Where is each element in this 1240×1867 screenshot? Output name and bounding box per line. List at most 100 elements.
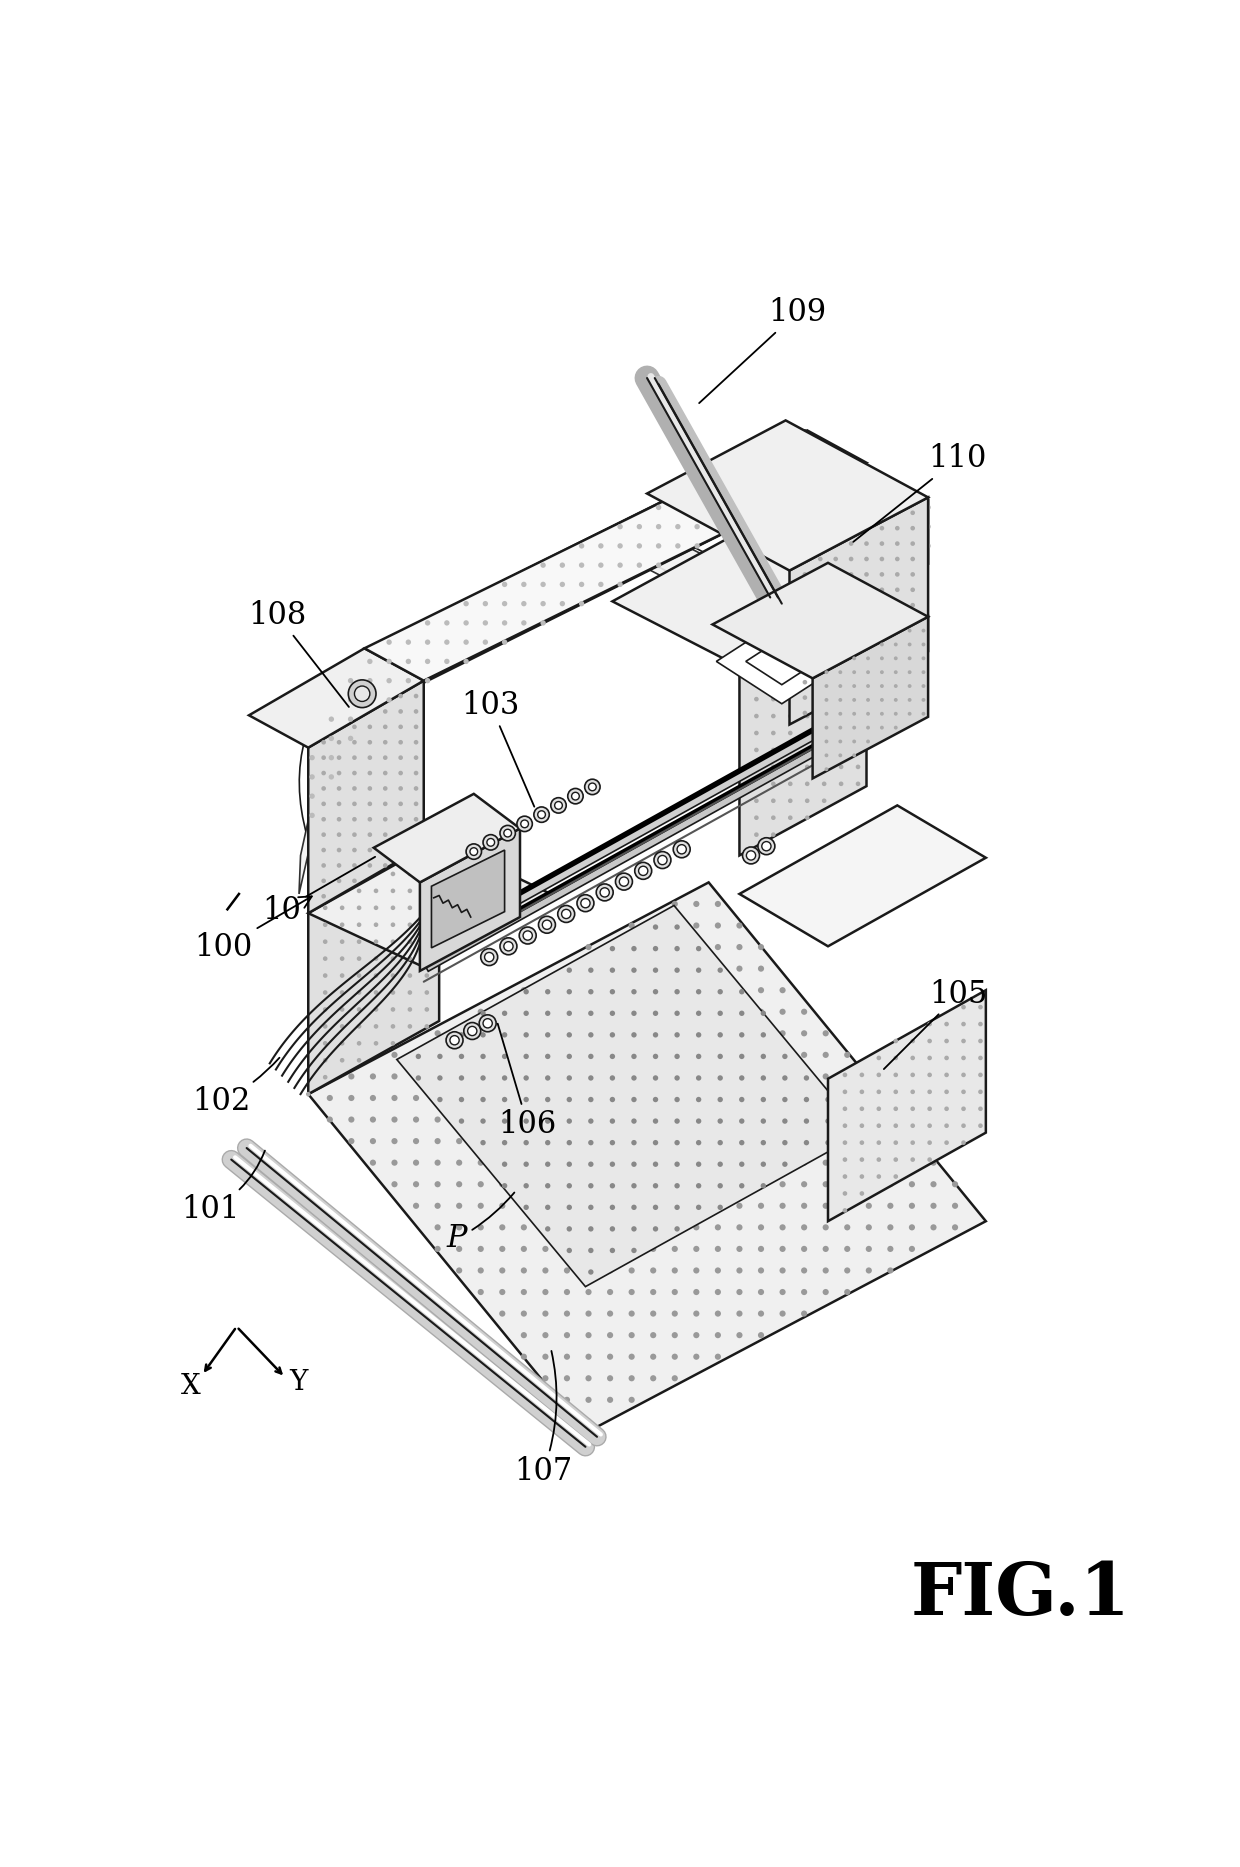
Circle shape xyxy=(629,1354,635,1359)
Circle shape xyxy=(326,1116,332,1122)
Circle shape xyxy=(610,1161,615,1167)
Circle shape xyxy=(844,1268,851,1273)
Circle shape xyxy=(631,1141,636,1144)
Circle shape xyxy=(357,956,361,962)
Circle shape xyxy=(615,874,632,891)
Circle shape xyxy=(585,1288,591,1296)
Circle shape xyxy=(387,678,392,683)
Circle shape xyxy=(780,1182,786,1187)
Circle shape xyxy=(714,1288,720,1296)
Circle shape xyxy=(434,1031,440,1036)
Circle shape xyxy=(408,956,412,962)
Circle shape xyxy=(585,1008,591,1016)
Circle shape xyxy=(652,1010,658,1016)
Circle shape xyxy=(567,1096,572,1102)
Circle shape xyxy=(367,848,372,853)
Circle shape xyxy=(564,1376,570,1382)
Circle shape xyxy=(500,1074,506,1079)
Circle shape xyxy=(838,711,842,715)
Circle shape xyxy=(542,1268,548,1273)
Circle shape xyxy=(801,1225,807,1230)
Circle shape xyxy=(329,754,334,760)
Circle shape xyxy=(373,939,378,945)
Circle shape xyxy=(391,990,396,995)
Circle shape xyxy=(367,659,372,665)
Circle shape xyxy=(415,1075,422,1081)
Circle shape xyxy=(523,1096,528,1102)
Circle shape xyxy=(653,851,671,868)
Circle shape xyxy=(542,1139,548,1144)
Circle shape xyxy=(438,1053,443,1059)
Circle shape xyxy=(888,1116,894,1122)
Circle shape xyxy=(383,739,388,745)
Circle shape xyxy=(464,620,469,625)
Circle shape xyxy=(978,1090,983,1094)
Circle shape xyxy=(629,1159,635,1165)
Circle shape xyxy=(694,543,699,549)
Circle shape xyxy=(500,1008,506,1016)
Circle shape xyxy=(843,1208,847,1214)
Circle shape xyxy=(961,1021,966,1027)
Circle shape xyxy=(629,1008,635,1016)
Circle shape xyxy=(844,1182,851,1187)
Circle shape xyxy=(434,1094,440,1102)
Circle shape xyxy=(567,1204,572,1210)
Circle shape xyxy=(849,541,853,545)
Circle shape xyxy=(387,640,392,644)
Circle shape xyxy=(856,680,861,685)
Circle shape xyxy=(909,1202,915,1208)
Circle shape xyxy=(542,1008,548,1016)
Circle shape xyxy=(826,1118,831,1124)
Circle shape xyxy=(909,1159,915,1165)
Polygon shape xyxy=(745,639,818,685)
Circle shape xyxy=(848,485,854,491)
Circle shape xyxy=(714,965,720,971)
Circle shape xyxy=(373,922,378,928)
Circle shape xyxy=(849,618,853,624)
Circle shape xyxy=(818,556,822,562)
Circle shape xyxy=(373,1042,378,1046)
Circle shape xyxy=(383,801,388,807)
Circle shape xyxy=(782,1096,787,1102)
Circle shape xyxy=(801,1288,807,1296)
Text: 108: 108 xyxy=(248,599,348,708)
Circle shape xyxy=(754,816,759,820)
Circle shape xyxy=(739,1141,744,1144)
Circle shape xyxy=(585,1074,591,1079)
Circle shape xyxy=(825,698,828,702)
Circle shape xyxy=(367,801,372,807)
Circle shape xyxy=(459,1096,464,1102)
Circle shape xyxy=(340,1025,345,1029)
Circle shape xyxy=(629,1376,635,1382)
Circle shape xyxy=(856,629,861,633)
Circle shape xyxy=(739,1075,744,1081)
Circle shape xyxy=(546,1032,551,1038)
Circle shape xyxy=(502,1075,507,1081)
Circle shape xyxy=(521,1225,527,1230)
Circle shape xyxy=(608,1245,613,1253)
Circle shape xyxy=(652,1032,658,1038)
Circle shape xyxy=(758,1331,764,1339)
Circle shape xyxy=(434,1139,440,1144)
Circle shape xyxy=(477,1031,484,1036)
Circle shape xyxy=(340,956,345,962)
Circle shape xyxy=(456,1074,463,1079)
Circle shape xyxy=(849,680,853,685)
Circle shape xyxy=(672,1159,678,1165)
Circle shape xyxy=(564,1182,570,1187)
Circle shape xyxy=(804,1075,810,1081)
Circle shape xyxy=(675,1075,680,1081)
Circle shape xyxy=(822,1268,828,1273)
Circle shape xyxy=(502,1032,507,1038)
Circle shape xyxy=(383,786,388,792)
Circle shape xyxy=(718,1053,723,1059)
Circle shape xyxy=(818,650,822,653)
Circle shape xyxy=(639,866,647,876)
Circle shape xyxy=(477,1268,484,1273)
Circle shape xyxy=(693,1116,699,1122)
Circle shape xyxy=(672,965,678,971)
Circle shape xyxy=(894,670,898,674)
Circle shape xyxy=(413,1051,419,1059)
Polygon shape xyxy=(739,805,986,947)
Circle shape xyxy=(391,939,396,945)
